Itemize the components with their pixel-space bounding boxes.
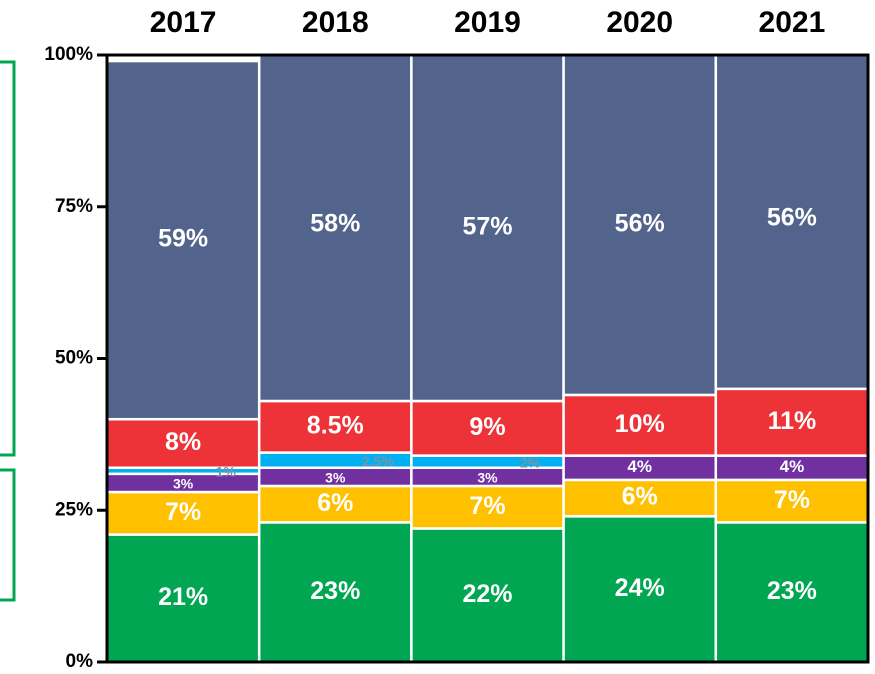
value-label: 2.5% bbox=[362, 453, 394, 469]
value-label: 7% bbox=[165, 498, 201, 526]
value-label: 10% bbox=[615, 410, 665, 438]
value-label: 2% bbox=[520, 454, 541, 470]
bar-segment bbox=[107, 490, 261, 536]
value-label: 1% bbox=[216, 463, 237, 479]
bracket bbox=[0, 60, 16, 457]
value-label: 3% bbox=[477, 470, 498, 486]
x-tick-label: 2019 bbox=[454, 6, 521, 39]
bar-segment bbox=[562, 454, 718, 482]
value-label: 23% bbox=[310, 577, 360, 605]
bar-segment bbox=[107, 59, 261, 421]
x-tick-label: 2020 bbox=[606, 6, 673, 39]
value-label: 8.5% bbox=[307, 411, 364, 439]
bar-segment bbox=[562, 55, 718, 397]
bracket bbox=[0, 468, 16, 602]
value-label: 56% bbox=[767, 203, 817, 231]
bar-segment bbox=[257, 484, 413, 524]
value-label: 9% bbox=[469, 413, 505, 441]
value-label: 11% bbox=[768, 407, 817, 435]
value-label: 6% bbox=[622, 483, 658, 511]
value-label: 3% bbox=[325, 470, 346, 486]
bar-segment bbox=[410, 55, 565, 403]
value-label: 6% bbox=[317, 489, 353, 517]
bar-segment bbox=[257, 55, 413, 403]
y-tick-label: 25% bbox=[55, 499, 93, 520]
bar-segment bbox=[714, 387, 868, 457]
bar-segment bbox=[714, 55, 868, 391]
bar-segment bbox=[410, 454, 565, 470]
value-label: 22% bbox=[462, 580, 512, 608]
value-label: 56% bbox=[615, 210, 665, 238]
bars bbox=[107, 55, 868, 662]
value-label: 8% bbox=[165, 428, 201, 456]
bar-segment bbox=[410, 484, 565, 530]
value-label: 3% bbox=[173, 476, 194, 492]
value-label: 24% bbox=[615, 574, 665, 602]
value-label: 58% bbox=[310, 210, 360, 238]
y-tick-label: 0% bbox=[66, 651, 94, 672]
y-tick-label: 50% bbox=[55, 348, 93, 369]
value-label: 4% bbox=[780, 457, 805, 476]
x-tick-label: 2021 bbox=[759, 6, 826, 39]
y-tick-label: 75% bbox=[55, 196, 93, 217]
bar-segment bbox=[562, 478, 718, 518]
value-label: 59% bbox=[158, 225, 208, 253]
bar-segment bbox=[562, 393, 718, 457]
value-label: 7% bbox=[774, 486, 810, 514]
value-label: 7% bbox=[469, 492, 505, 520]
value-label: 23% bbox=[767, 577, 817, 605]
y-tick-label: 100% bbox=[44, 44, 93, 65]
bar-segment bbox=[562, 515, 718, 662]
x-tick-label: 2018 bbox=[302, 6, 369, 39]
x-tick-label: 2017 bbox=[150, 6, 217, 39]
bar-segment bbox=[714, 521, 868, 662]
value-label: 4% bbox=[627, 457, 652, 476]
value-label: 21% bbox=[158, 583, 208, 611]
value-label: 57% bbox=[462, 213, 512, 241]
